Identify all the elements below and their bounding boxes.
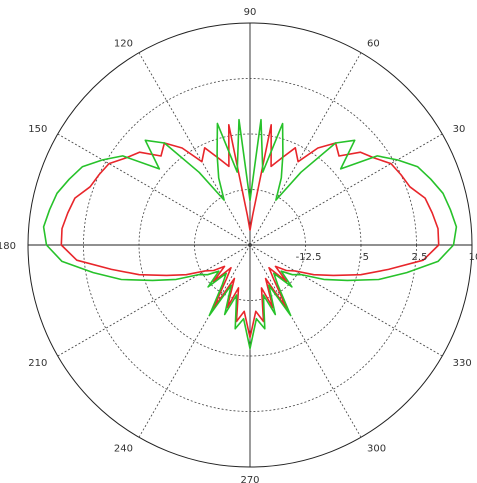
- angle-tick-label: 120: [114, 38, 133, 49]
- angle-tick-label: 330: [453, 358, 472, 369]
- angular-grid-spoke-210: [57, 244, 251, 357]
- radial-tick-label: 10: [469, 252, 477, 263]
- angle-tick-label: 60: [367, 38, 380, 49]
- angular-grid-spoke-120: [138, 52, 251, 246]
- angular-grid-spoke-300: [249, 244, 362, 438]
- angle-tick-label: 210: [28, 358, 47, 369]
- label-layer: 30 60 90 120 150 180 210 240 270 300 330 -12.5 -5 2.5…: [0, 7, 477, 483]
- grid-layer: [27, 22, 473, 468]
- angular-grid-spoke-150: [57, 133, 251, 246]
- angle-tick-label: 90: [244, 7, 257, 18]
- series-layer: [42, 118, 458, 350]
- angle-tick-label: 150: [28, 124, 47, 135]
- angle-tick-label: 240: [114, 444, 133, 455]
- angular-grid-spoke-330: [249, 244, 443, 357]
- radial-tick-label: 2.5: [412, 252, 428, 263]
- radial-tick-label: -12.5: [296, 252, 322, 263]
- angle-tick-label: 180: [0, 241, 16, 252]
- series-line-2: [42, 118, 458, 350]
- angular-grid-spoke-30: [249, 133, 443, 246]
- angular-grid-spoke-240: [138, 244, 251, 438]
- radial-tick-label: -5: [359, 252, 369, 263]
- angle-tick-label: 270: [240, 475, 259, 483]
- angle-tick-label: 30: [453, 124, 466, 135]
- angular-grid-spoke-60: [249, 52, 362, 246]
- angle-tick-label: 300: [367, 444, 386, 455]
